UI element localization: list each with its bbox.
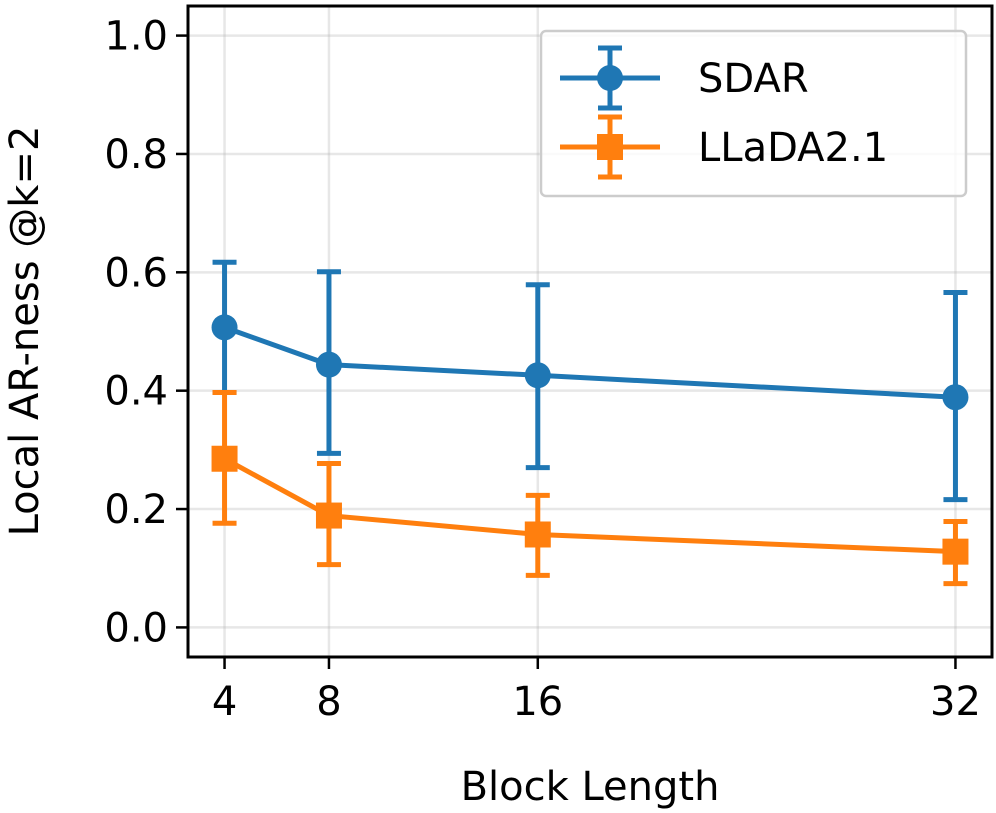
data-point [211, 314, 238, 341]
plot-frame [186, 4, 994, 659]
y-axis-label: Local AR-ness @k=2 [2, 126, 48, 537]
y-tick-label: 0.4 [104, 369, 168, 415]
data-point [315, 502, 342, 529]
series-layer [211, 259, 969, 587]
ticks: 4 8 16 32 0.0 0.2 0.4 0.6 0.8 1.0 [104, 14, 981, 725]
legend-entry: LLaDA2.1 [560, 114, 888, 180]
legend-frame [539, 29, 968, 198]
x-tick-label: 8 [316, 679, 341, 725]
y-tick-label: 0.6 [104, 250, 168, 296]
x-tick-label: 4 [212, 679, 237, 725]
y-tick-label: 0.2 [104, 487, 168, 533]
data-point [524, 362, 551, 389]
legend-label: LLaDA2.1 [698, 125, 888, 171]
data-point [524, 521, 551, 548]
data-point [211, 445, 238, 472]
x-tick-label: 32 [930, 679, 981, 725]
legend-marker [597, 134, 623, 160]
series-llada2-1 [211, 389, 969, 587]
legend: SDAR LLaDA2.1 [539, 29, 968, 198]
y-tick-label: 0.0 [104, 605, 168, 651]
series-line [223, 325, 956, 400]
legend-marker [597, 65, 623, 91]
series-line [223, 456, 956, 555]
legend-label: SDAR [698, 56, 809, 102]
legend-entry: SDAR [560, 45, 809, 111]
y-tick-label: 1.0 [104, 14, 168, 60]
data-point [315, 351, 342, 378]
y-tick-label: 0.8 [104, 132, 168, 178]
x-axis-label: Block Length [461, 764, 720, 810]
data-point [942, 538, 969, 565]
x-tick-label: 16 [512, 679, 563, 725]
data-point [942, 384, 969, 411]
